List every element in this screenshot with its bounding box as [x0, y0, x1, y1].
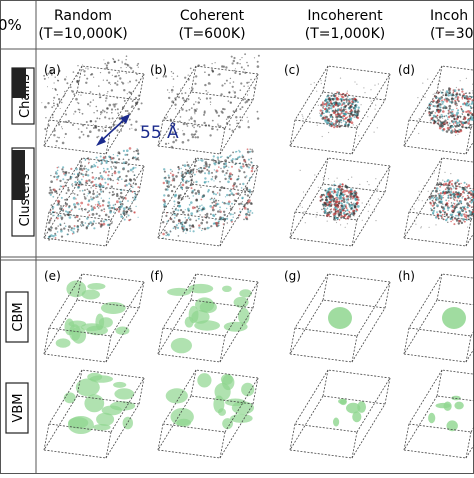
panel-b-clusters: [158, 148, 258, 246]
row-label-clusters-box: Clusters: [12, 148, 34, 236]
panel-e: [44, 274, 144, 362]
panel-e-vbm: [44, 370, 144, 458]
panel-c-clusters: [290, 158, 390, 246]
panel-f-vbm: [158, 370, 258, 458]
row-label-cbm: CBM: [11, 302, 26, 331]
row-label-cbm-box: CBM: [6, 292, 28, 342]
column-temp-coherent: (T=600K): [178, 26, 245, 42]
row-label-chains-box: Chains: [12, 68, 34, 124]
panel-h-vbm: [404, 370, 474, 458]
row-label-vbm: VBM: [11, 393, 26, 422]
panel-letter-c: (c): [284, 63, 300, 77]
column-temp-random: (T=10,000K): [38, 26, 127, 42]
panel-letter-e: (e): [44, 269, 61, 283]
panel-g-vbm: [290, 370, 390, 458]
column-name-random: Random: [54, 8, 112, 24]
column-temp-incoherent-low: (T=30: [430, 26, 474, 42]
panel-c: [290, 66, 390, 154]
column-name-coherent: Coherent: [180, 8, 245, 24]
scale-label: 55 Å: [140, 121, 179, 143]
panel-letter-d: (d): [398, 63, 415, 77]
column-name-incoherent-low: Incoh: [430, 8, 468, 24]
panel-g: [290, 274, 390, 362]
panel-a-clusters: [44, 147, 144, 246]
row-label-vbm-box: VBM: [6, 383, 28, 433]
column-temp-incoherent: (T=1,000K): [305, 26, 385, 42]
panel-letter-h: (h): [398, 269, 415, 283]
panel-d: [404, 66, 474, 154]
panel-letter-a: (a): [44, 63, 61, 77]
panel-letter-g: (g): [284, 269, 301, 283]
corner-label: 0%: [0, 16, 22, 34]
panel-h: [404, 274, 474, 362]
panel-d-clusters: [404, 158, 474, 246]
column-name-incoherent: Incoherent: [307, 8, 383, 24]
panel-letter-b: (b): [150, 63, 167, 77]
panel-letter-f: (f): [150, 269, 164, 283]
panel-f: [158, 274, 258, 362]
panel-layer: [41, 53, 474, 458]
